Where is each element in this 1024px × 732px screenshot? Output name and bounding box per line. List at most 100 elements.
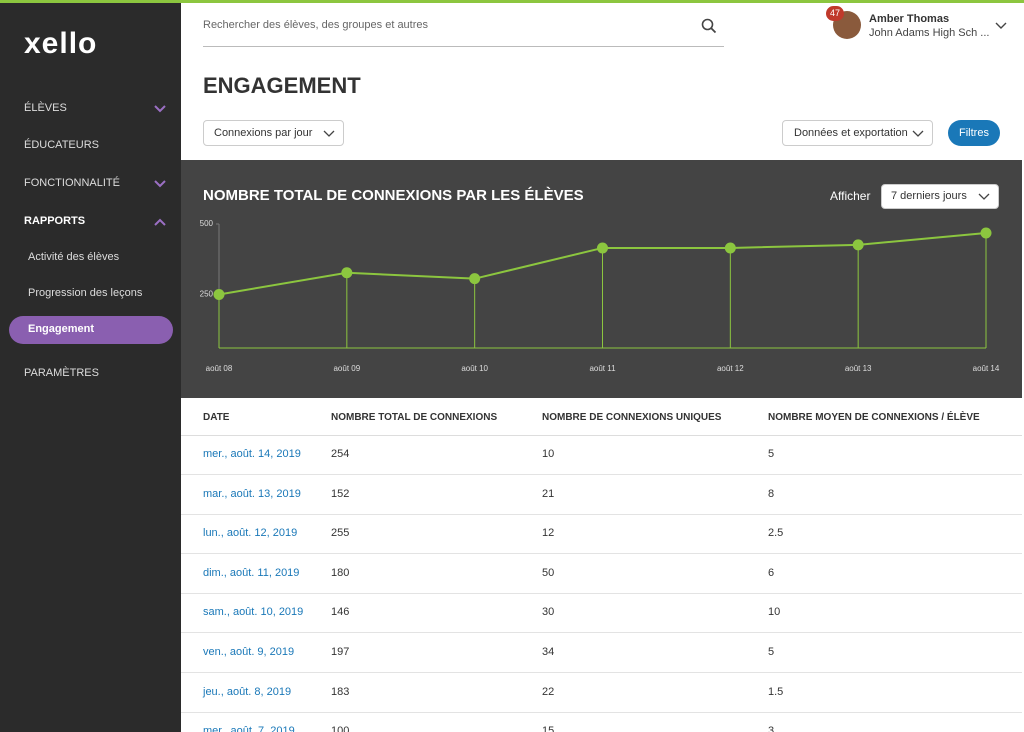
menu-item[interactable]: ÉDUCATEURS bbox=[24, 139, 99, 151]
range-label: Afficher bbox=[830, 189, 871, 203]
x-tick-label: août 09 bbox=[333, 364, 360, 373]
point bbox=[469, 273, 481, 285]
menu-chevron bbox=[154, 105, 166, 113]
cell: 30 bbox=[542, 606, 555, 619]
submenu-item[interactable]: Activité des élèves bbox=[28, 251, 120, 263]
date-link[interactable]: mer., août. 7, 2019 bbox=[203, 725, 295, 732]
chart-title: NOMBRE TOTAL DE CONNEXIONS PAR LES ÉLÈVE… bbox=[203, 187, 584, 204]
cell: 255 bbox=[331, 527, 350, 540]
date-link[interactable]: sam., août. 10, 2019 bbox=[203, 606, 304, 619]
export-label: Données et exportation bbox=[794, 127, 908, 139]
export-select[interactable]: Données et exportation bbox=[782, 120, 933, 146]
menu-item[interactable]: PARAMÈTRES bbox=[24, 367, 99, 379]
x-tick-label: août 11 bbox=[589, 364, 616, 373]
date-link[interactable]: jeu., août. 8, 2019 bbox=[203, 685, 292, 698]
table-row: mar., août. 13, 2019 152 21 8 bbox=[181, 475, 1022, 515]
date-link[interactable]: dim., août. 11, 2019 bbox=[203, 566, 300, 579]
cell: 100 bbox=[331, 725, 350, 732]
cell: 12 bbox=[542, 527, 555, 540]
cell: 10 bbox=[768, 606, 781, 619]
menu-item[interactable]: ÉLÈVES bbox=[24, 102, 67, 114]
submenu-item[interactable]: Engagement bbox=[28, 323, 95, 335]
chevron bbox=[912, 130, 924, 137]
cell: 197 bbox=[331, 646, 350, 658]
table-row: ven., août. 9, 2019 197 34 5 bbox=[181, 633, 1022, 673]
user-school: John Adams High Sch ... bbox=[869, 27, 990, 39]
column-header: NOMBRE DE CONNEXIONS UNIQUES bbox=[542, 412, 722, 423]
point bbox=[852, 239, 864, 251]
menu-item[interactable]: RAPPORTS bbox=[24, 215, 86, 227]
menu-chevron bbox=[154, 180, 166, 188]
x-tick-label: août 10 bbox=[461, 364, 488, 373]
point bbox=[213, 288, 225, 300]
cell: 10 bbox=[542, 448, 555, 460]
menu-item[interactable]: FONCTIONNALITÉ bbox=[24, 177, 120, 189]
cell: 5 bbox=[768, 448, 775, 460]
view-select[interactable]: Connexions par jour bbox=[203, 120, 344, 146]
range-select-label: 7 derniers jours bbox=[891, 190, 967, 202]
x-tick-label: août 12 bbox=[717, 364, 744, 373]
table-row: lun., août. 12, 2019 255 12 2.5 bbox=[181, 514, 1022, 555]
chart: NOMBRE TOTAL DE CONNEXIONS PAR LES ÉLÈVE… bbox=[200, 187, 1000, 373]
cell: 21 bbox=[542, 487, 555, 500]
cell: 15 bbox=[542, 725, 555, 732]
date-link[interactable]: mer., août. 14, 2019 bbox=[203, 448, 301, 460]
table-row: sam., août. 10, 2019 146 30 10 bbox=[181, 593, 1022, 634]
sidebar: xello ÉLÈVES ÉDUCATEURS FONCTIONNALITÉ RAPP… bbox=[0, 3, 181, 732]
chevron-line bbox=[154, 218, 166, 226]
active-pill[interactable] bbox=[9, 316, 173, 344]
chevron bbox=[323, 130, 335, 137]
y-tick-label: 250 bbox=[200, 290, 214, 299]
chevron-line bbox=[154, 180, 166, 188]
table-row: jeu., août. 8, 2019 183 22 1.5 bbox=[181, 673, 1022, 713]
submenu-item[interactable]: Progression des leçons bbox=[28, 287, 143, 299]
view-select-label: Connexions par jour bbox=[214, 127, 313, 139]
table-row: dim., août. 11, 2019 180 50 6 bbox=[181, 554, 1022, 594]
cell: 2.5 bbox=[768, 527, 784, 540]
chevron-line bbox=[154, 105, 166, 113]
y-tick-label: 500 bbox=[200, 219, 214, 228]
point bbox=[597, 242, 608, 254]
date-link[interactable]: mar., août. 13, 2019 bbox=[203, 487, 301, 500]
table-header: DATE NOMBRE TOTAL DE CONNEXIONS NOMBRE DE … bbox=[181, 398, 1022, 436]
page-title: ENGAGEMENT bbox=[203, 73, 361, 98]
filter-button[interactable]: Filtres bbox=[948, 120, 1000, 146]
search-underline bbox=[203, 46, 724, 47]
search-icon[interactable] bbox=[701, 18, 717, 34]
chevron bbox=[978, 193, 990, 200]
x-tick-label: août 08 bbox=[206, 364, 233, 373]
cell: 254 bbox=[331, 448, 350, 460]
date-link[interactable]: ven., août. 9, 2019 bbox=[203, 646, 295, 658]
user-name[interactable]: Amber Thomas bbox=[869, 13, 950, 25]
notification-badge[interactable]: 47 bbox=[826, 6, 845, 21]
user-menu-chevron[interactable] bbox=[995, 22, 1007, 30]
cell: 3 bbox=[768, 725, 775, 732]
menu-chevron bbox=[154, 218, 166, 226]
cell: 8 bbox=[768, 487, 775, 500]
cell: 34 bbox=[542, 646, 555, 658]
cell: 146 bbox=[331, 606, 350, 619]
search-input[interactable]: Rechercher des élèves, des groupes et au… bbox=[203, 19, 429, 31]
logo[interactable]: xello bbox=[24, 27, 98, 60]
date-link[interactable]: lun., août. 12, 2019 bbox=[203, 527, 298, 540]
point bbox=[724, 242, 736, 254]
cell: 183 bbox=[331, 685, 350, 698]
cell: 1.5 bbox=[768, 685, 784, 698]
x-tick-label: août 13 bbox=[845, 364, 872, 373]
cell: 50 bbox=[542, 566, 555, 579]
cell: 22 bbox=[542, 685, 555, 698]
point bbox=[980, 227, 992, 239]
table-row: mer., août. 14, 2019 254 10 5 bbox=[181, 435, 1022, 475]
column-header: DATE bbox=[203, 412, 230, 423]
point bbox=[341, 267, 353, 279]
chart-panel: NOMBRE TOTAL DE CONNEXIONS PAR LES ÉLÈVE… bbox=[181, 160, 1022, 398]
cell: 152 bbox=[331, 487, 350, 500]
cell: 5 bbox=[768, 646, 775, 658]
range-select[interactable]: 7 derniers jours bbox=[881, 184, 999, 209]
cell: 180 bbox=[331, 566, 350, 579]
cell: 6 bbox=[768, 566, 775, 579]
column-header: NOMBRE MOYEN DE CONNEXIONS / ÉLÈVE bbox=[768, 412, 980, 423]
column-header: NOMBRE TOTAL DE CONNEXIONS bbox=[331, 412, 498, 423]
x-tick-label: août 14 bbox=[973, 364, 1000, 373]
